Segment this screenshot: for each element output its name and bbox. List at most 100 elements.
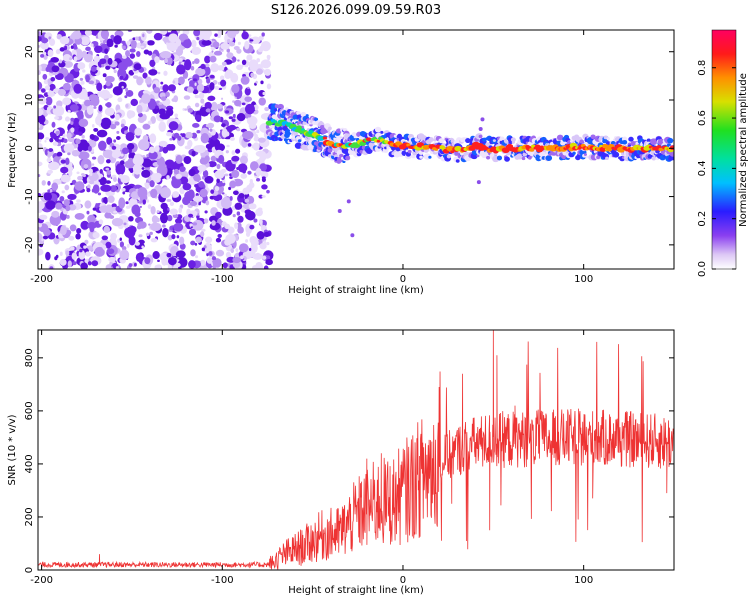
noise-blob	[142, 33, 145, 38]
noise-blob	[89, 180, 95, 185]
noise-blob	[47, 180, 51, 186]
noise-blob	[38, 97, 47, 105]
noise-blob	[113, 177, 117, 182]
ridge-band-blob	[411, 154, 416, 159]
noise-blob	[83, 164, 89, 169]
noise-blob	[125, 87, 129, 92]
noise-blob	[128, 69, 135, 76]
noise-blob	[237, 226, 244, 234]
noise-blob	[189, 223, 193, 227]
noise-blob	[260, 222, 263, 227]
noise-blob	[140, 45, 145, 48]
noise-blob	[66, 132, 72, 139]
noise-blob	[190, 240, 196, 246]
noise-blob	[142, 199, 147, 205]
noise-blob	[119, 160, 125, 165]
noise-blob	[54, 116, 60, 120]
noise-blob	[225, 125, 234, 133]
noise-blob	[263, 68, 272, 76]
snr-x-tick-label: -200	[30, 575, 53, 586]
noise-blob	[90, 66, 97, 72]
noise-blob	[124, 95, 128, 99]
noise-blob	[149, 133, 157, 144]
noise-blob	[113, 210, 118, 214]
spectrogram-x-axis-title: Height of straight line (km)	[288, 285, 424, 296]
noise-blob	[189, 80, 195, 86]
noise-blob	[193, 30, 201, 37]
noise-blob	[162, 227, 169, 238]
noise-blob	[116, 130, 120, 134]
ridge-band-blob	[302, 121, 308, 126]
noise-blob	[209, 55, 217, 63]
noise-blob	[225, 233, 236, 245]
ridge-band-blob	[510, 137, 516, 142]
noise-blob	[104, 107, 115, 116]
noise-blob	[256, 231, 265, 240]
noise-blob	[234, 99, 242, 107]
noise-blob	[203, 245, 207, 249]
snr-background	[38, 330, 674, 570]
noise-blob	[157, 259, 160, 263]
noise-blob	[264, 106, 270, 112]
noise-blob	[195, 255, 199, 259]
noise-blob	[244, 198, 250, 203]
noise-blob	[176, 64, 186, 75]
noise-blob	[84, 239, 89, 245]
noise-blob	[60, 174, 71, 183]
noise-blob	[80, 262, 88, 269]
noise-blob	[228, 116, 233, 120]
noise-blob	[78, 118, 89, 128]
noise-blob	[132, 155, 144, 166]
noise-blob	[45, 200, 56, 210]
noise-blob	[38, 114, 46, 125]
noise-blob	[247, 86, 250, 89]
noise-blob	[38, 64, 42, 72]
noise-blob	[192, 78, 198, 82]
noise-blob	[232, 257, 241, 264]
spectrogram-x-tick-label: -100	[211, 274, 234, 285]
noise-blob	[190, 249, 196, 257]
noise-blob	[105, 102, 112, 108]
ridge-band-blob	[579, 139, 584, 144]
noise-blob	[67, 193, 77, 201]
noise-blob	[173, 222, 184, 232]
noise-blob	[232, 261, 241, 268]
noise-blob	[91, 156, 97, 160]
colorbar-tick-label: 0.2	[697, 211, 708, 227]
snr-panel: -200 -100 0 100 0 200 400 600 800 Height of stra…	[7, 329, 675, 596]
noise-blob	[41, 180, 46, 186]
noise-blob	[56, 73, 64, 80]
ridge-band-blob	[476, 154, 480, 158]
noise-blob	[246, 195, 255, 205]
noise-blob	[57, 88, 67, 96]
noise-blob	[158, 108, 166, 115]
noise-blob	[105, 204, 113, 214]
noise-blob	[226, 48, 231, 53]
ridge-band-blob	[535, 155, 542, 162]
noise-blob	[182, 183, 192, 191]
noise-blob	[122, 147, 129, 155]
ridge-band-blob	[296, 110, 301, 115]
ridge-band-blob	[621, 136, 628, 142]
noise-blob	[70, 45, 74, 50]
noise-blob	[130, 39, 137, 49]
noise-blob	[155, 105, 159, 110]
noise-blob	[232, 113, 236, 119]
noise-blob	[75, 233, 81, 240]
noise-blob	[143, 49, 150, 55]
noise-blob	[188, 168, 196, 177]
snr-x-tick-label: -100	[211, 575, 234, 586]
noise-blob	[50, 56, 60, 63]
noise-blob	[98, 104, 103, 112]
noise-blob	[85, 46, 91, 51]
noise-blob	[111, 217, 124, 227]
noise-blob	[109, 123, 117, 130]
noise-blob	[91, 124, 95, 128]
ridge-band-blob	[608, 154, 613, 158]
noise-blob	[125, 201, 129, 205]
snr-y-axis-title: SNR (10 * v/v)	[7, 414, 18, 485]
noise-blob	[69, 57, 73, 61]
noise-blob	[109, 261, 113, 266]
noise-blob	[194, 102, 200, 108]
